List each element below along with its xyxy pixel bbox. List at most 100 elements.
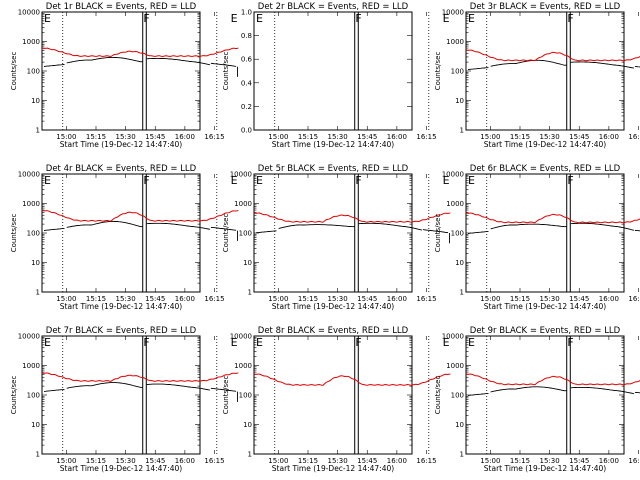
events-series-line [255, 230, 277, 234]
y-tick-label: 10000 [18, 333, 40, 341]
x-tick-label: 16:15 [628, 295, 640, 303]
y-tick-label: 10000 [18, 9, 40, 17]
events-series-line [490, 59, 567, 67]
flag-label: F [355, 174, 361, 187]
flag-label: F [567, 174, 573, 187]
y-tick-label: 1 [248, 289, 252, 297]
y-tick-label: 1.0 [241, 9, 252, 17]
events-series-line [43, 64, 65, 67]
y-tick-label: 10 [31, 259, 40, 267]
y-tick-label: 10000 [442, 171, 464, 179]
y-tick-label: 1000 [22, 38, 40, 46]
x-tick-label: 15:30 [328, 133, 348, 141]
x-axis-label: Start Time (19-Dec-12 14:47:40) [272, 140, 394, 149]
events-series-line [570, 61, 634, 69]
flag-label: E [256, 174, 263, 187]
y-tick-label: 0.4 [241, 79, 253, 87]
events-series-line [467, 67, 489, 71]
x-tick-label: 15:45 [357, 133, 377, 141]
x-tick-label: 15:15 [510, 133, 530, 141]
events-series-line [146, 222, 210, 230]
x-tick-label: 16:00 [175, 457, 195, 465]
x-tick-label: 15:30 [540, 295, 560, 303]
x-axis-label: Start Time (19-Dec-12 14:47:40) [60, 302, 182, 311]
y-axis-label: Counts/sec [10, 376, 18, 415]
y-tick-label: 0.8 [241, 32, 252, 40]
y-tick-label: 10 [243, 421, 252, 429]
plot-frame [253, 11, 413, 131]
events-series-line [66, 56, 143, 64]
x-tick-label: 16:15 [204, 295, 224, 303]
flag-label: E [443, 336, 450, 349]
x-tick-label: 15:00 [268, 133, 288, 141]
x-tick-label: 16:15 [628, 457, 640, 465]
detector-panel-5: Det 5r BLACK = Events, RED = LLD 1 10 100 10… [222, 164, 451, 311]
x-tick-label: 15:15 [86, 457, 106, 465]
detector-panel-9: Det 9r BLACK = Events, RED = LLD 1 10 100 10… [434, 326, 640, 473]
events-series-line [66, 220, 143, 228]
plot-frame [253, 173, 413, 293]
detector-panel-4: Det 4r BLACK = Events, RED = LLD 1 10 100 10… [10, 164, 239, 311]
flag-label: E [468, 174, 475, 187]
plot-frame [41, 11, 201, 131]
events-series-line [422, 229, 449, 234]
events-series-line [210, 62, 237, 67]
panel-title: Det 4r BLACK = Events, RED = LLD [46, 164, 197, 174]
panel-title: Det 9r BLACK = Events, RED = LLD [470, 326, 621, 336]
events-series-line [66, 382, 143, 389]
flag-label: F [355, 336, 361, 349]
lld-series-line [253, 212, 451, 223]
events-series-line [43, 388, 65, 392]
x-tick-label: 15:00 [268, 457, 288, 465]
detector-panel-1: Det 1r BLACK = Events, RED = LLD 1 10 100 10… [10, 2, 239, 149]
y-axis-label: Counts/sec [222, 376, 230, 415]
x-tick-label: 15:15 [298, 457, 318, 465]
events-series-line [43, 227, 65, 231]
y-tick-label: 0.0 [241, 127, 252, 135]
x-tick-label: 15:00 [268, 295, 288, 303]
x-axis-label: Start Time (19-Dec-12 14:47:40) [484, 302, 606, 311]
y-tick-label: 10 [455, 97, 464, 105]
y-tick-label: 1 [460, 289, 464, 297]
flag-label: F [355, 12, 361, 25]
y-tick-label: 10 [455, 259, 464, 267]
panel-title: Det 7r BLACK = Events, RED = LLD [46, 326, 197, 336]
y-tick-label: 10 [31, 421, 40, 429]
x-tick-label: 15:00 [56, 133, 76, 141]
y-tick-label: 10000 [442, 333, 464, 341]
x-tick-label: 15:00 [480, 457, 500, 465]
detector-panel-8: Det 8r BLACK = Events, RED = LLD 1 10 100 10… [222, 326, 451, 473]
lld-series-line [465, 212, 640, 224]
x-tick-label: 16:15 [416, 295, 436, 303]
y-tick-label: 0.6 [241, 56, 253, 64]
flag-label: E [231, 12, 238, 25]
x-tick-label: 15:30 [328, 457, 348, 465]
x-tick-label: 15:45 [145, 457, 165, 465]
events-series-line [146, 57, 210, 66]
x-tick-label: 15:00 [480, 295, 500, 303]
flag-label: F [143, 336, 149, 349]
x-tick-label: 15:30 [328, 295, 348, 303]
y-axis-label: Counts/sec [222, 214, 230, 253]
y-tick-label: 1 [460, 451, 464, 459]
panel-title: Det 1r BLACK = Events, RED = LLD [46, 2, 197, 12]
y-tick-label: 1000 [234, 362, 252, 370]
y-tick-label: 10000 [230, 171, 252, 179]
flag-label: E [231, 336, 238, 349]
y-tick-label: 10 [455, 421, 464, 429]
y-axis-label: Counts/sec [10, 52, 18, 91]
plot-frame [465, 11, 625, 131]
x-tick-label: 16:15 [416, 457, 436, 465]
plot-frame [41, 173, 201, 293]
plot-frame [41, 335, 201, 455]
x-tick-label: 15:45 [145, 295, 165, 303]
x-tick-label: 15:15 [510, 457, 530, 465]
events-series-line [634, 391, 640, 394]
x-tick-label: 16:00 [599, 457, 619, 465]
y-axis-label: Counts/sec [434, 214, 442, 253]
flag-label: E [443, 12, 450, 25]
lld-series-line [253, 373, 451, 386]
events-series-line [358, 222, 423, 231]
x-tick-label: 16:00 [599, 133, 619, 141]
y-tick-label: 100 [451, 230, 464, 238]
